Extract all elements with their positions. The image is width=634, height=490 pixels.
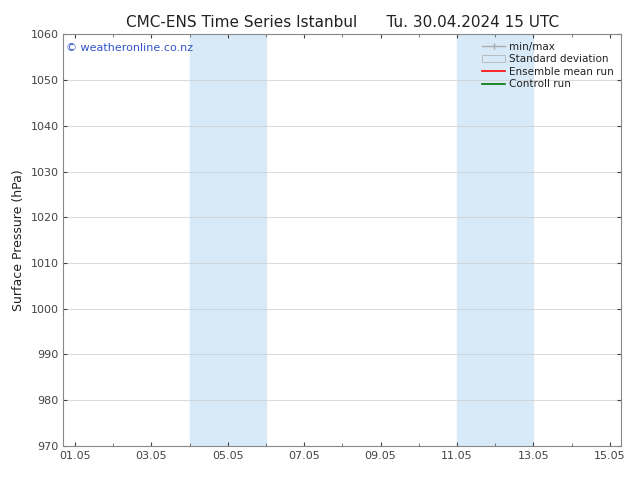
Bar [457,34,533,446]
Y-axis label: Surface Pressure (hPa): Surface Pressure (hPa) [12,169,25,311]
Bar [190,34,266,446]
Title: CMC-ENS Time Series Istanbul      Tu. 30.04.2024 15 UTC: CMC-ENS Time Series Istanbul Tu. 30.04.2… [126,15,559,30]
Text: © weatheronline.co.nz: © weatheronline.co.nz [66,43,193,52]
Legend: min/max, Standard deviation, Ensemble mean run, Controll run: min/max, Standard deviation, Ensemble me… [480,40,616,92]
